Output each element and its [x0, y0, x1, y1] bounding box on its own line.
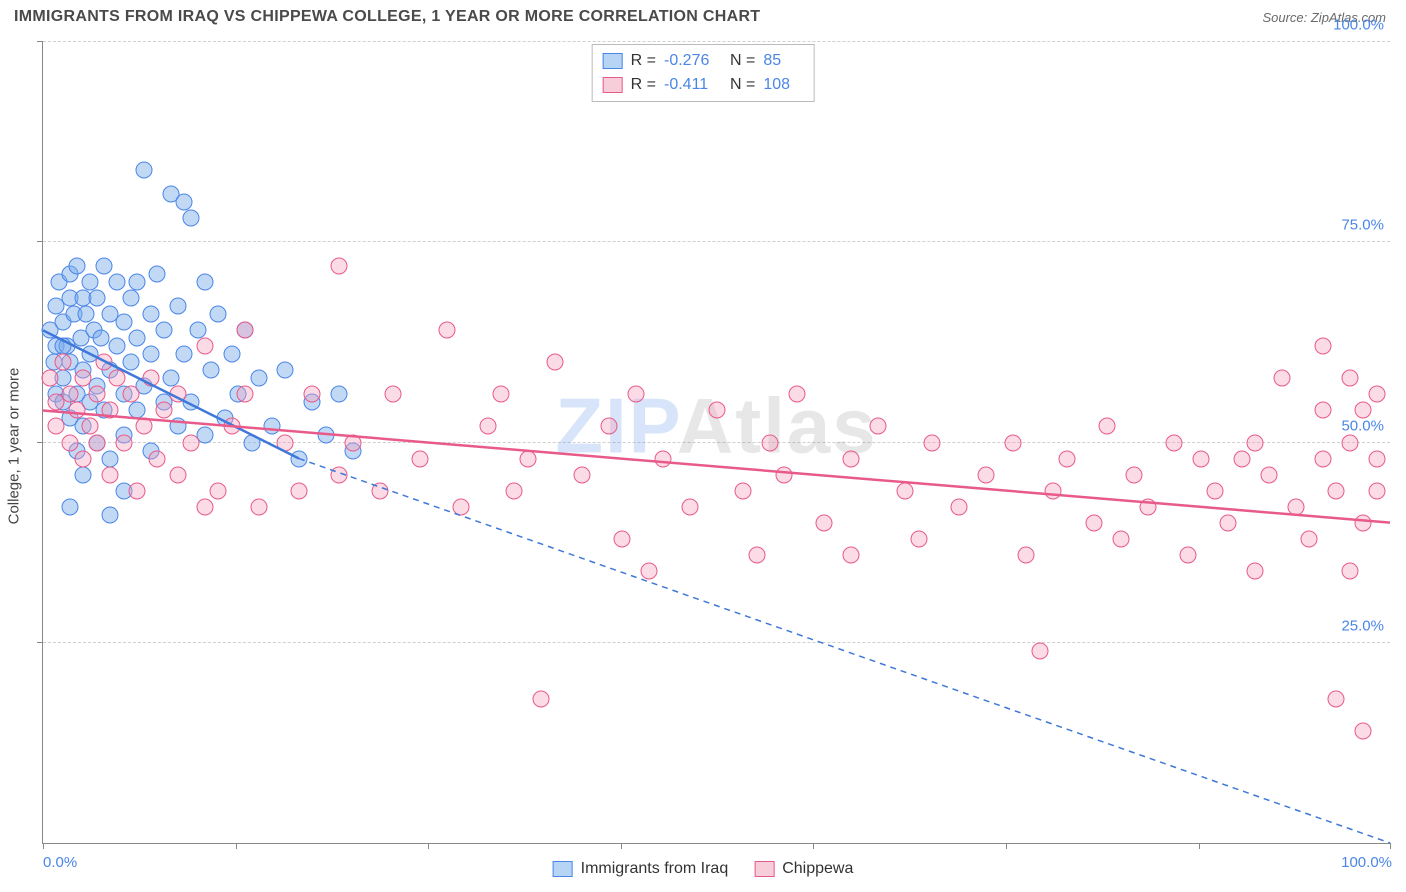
y-tick-label: 100.0% — [1333, 17, 1384, 34]
x-tick-label: 0.0% — [43, 854, 77, 871]
trend-line — [43, 410, 1390, 522]
legend-item: Immigrants from Iraq — [553, 860, 729, 878]
x-tick-mark — [43, 843, 44, 849]
trend-lines-layer — [43, 42, 1390, 843]
legend-r-label: R = — [631, 49, 656, 73]
trend-line — [43, 330, 299, 458]
legend-r-value: -0.411 — [664, 73, 722, 97]
x-tick-mark — [428, 843, 429, 849]
legend-swatch — [553, 861, 573, 877]
legend-item: Chippewa — [754, 860, 853, 878]
x-tick-mark — [1199, 843, 1200, 849]
legend-label: Chippewa — [782, 860, 853, 878]
x-tick-mark — [813, 843, 814, 849]
legend-swatch — [754, 861, 774, 877]
legend-n-value: 85 — [763, 49, 799, 73]
y-axis-label: College, 1 year or more — [6, 368, 23, 525]
x-tick-mark — [1006, 843, 1007, 849]
trend-line-dashed — [299, 459, 1390, 843]
series-legend: Immigrants from Iraq Chippewa — [553, 860, 854, 878]
x-tick-mark — [621, 843, 622, 849]
legend-r-value: -0.276 — [664, 49, 722, 73]
chart-title: IMMIGRANTS FROM IRAQ VS CHIPPEWA COLLEGE… — [14, 8, 760, 26]
legend-swatch — [603, 77, 623, 93]
chart-plot-area: 25.0%50.0%75.0%100.0%0.0%100.0% ZIPAtlas — [42, 42, 1390, 844]
legend-swatch — [603, 53, 623, 69]
x-tick-mark — [236, 843, 237, 849]
legend-label: Immigrants from Iraq — [581, 860, 729, 878]
x-tick-label: 100.0% — [1341, 854, 1392, 871]
x-tick-mark — [1390, 843, 1391, 849]
legend-n-label: N = — [730, 73, 755, 97]
correlation-legend: R = -0.276 N = 85 R = -0.411 N = 108 — [592, 44, 815, 102]
legend-r-label: R = — [631, 73, 656, 97]
legend-n-label: N = — [730, 49, 755, 73]
legend-n-value: 108 — [763, 73, 799, 97]
legend-row: R = -0.276 N = 85 — [603, 49, 800, 73]
legend-row: R = -0.411 N = 108 — [603, 73, 800, 97]
